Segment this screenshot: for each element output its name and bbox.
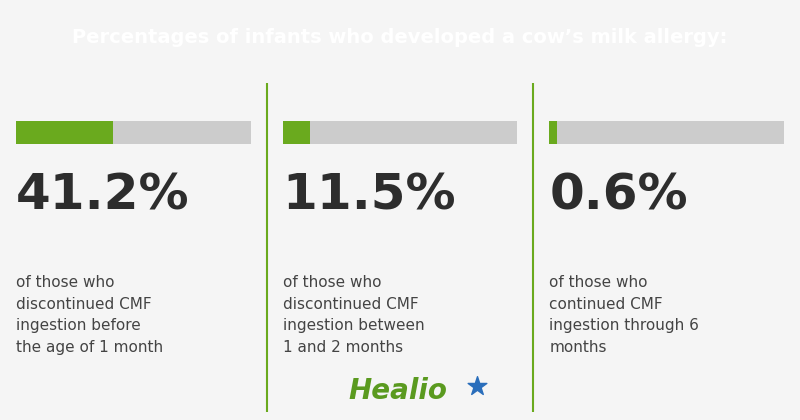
Bar xyxy=(16,121,250,144)
Bar xyxy=(550,121,558,144)
Text: 11.5%: 11.5% xyxy=(282,171,456,219)
Text: Percentages of infants who developed a cow’s milk allergy:: Percentages of infants who developed a c… xyxy=(72,28,728,47)
Text: of those who
discontinued CMF
ingestion between
1 and 2 months: of those who discontinued CMF ingestion … xyxy=(282,275,424,355)
Text: of those who
continued CMF
ingestion through 6
months: of those who continued CMF ingestion thr… xyxy=(550,275,699,355)
Text: 0.6%: 0.6% xyxy=(550,171,688,219)
Point xyxy=(470,383,483,390)
Bar xyxy=(282,121,310,144)
Bar xyxy=(16,121,113,144)
Bar xyxy=(282,121,518,144)
Text: of those who
discontinued CMF
ingestion before
the age of 1 month: of those who discontinued CMF ingestion … xyxy=(16,275,163,355)
Text: 41.2%: 41.2% xyxy=(16,171,190,219)
Text: Healio: Healio xyxy=(348,377,447,404)
Bar xyxy=(550,121,784,144)
